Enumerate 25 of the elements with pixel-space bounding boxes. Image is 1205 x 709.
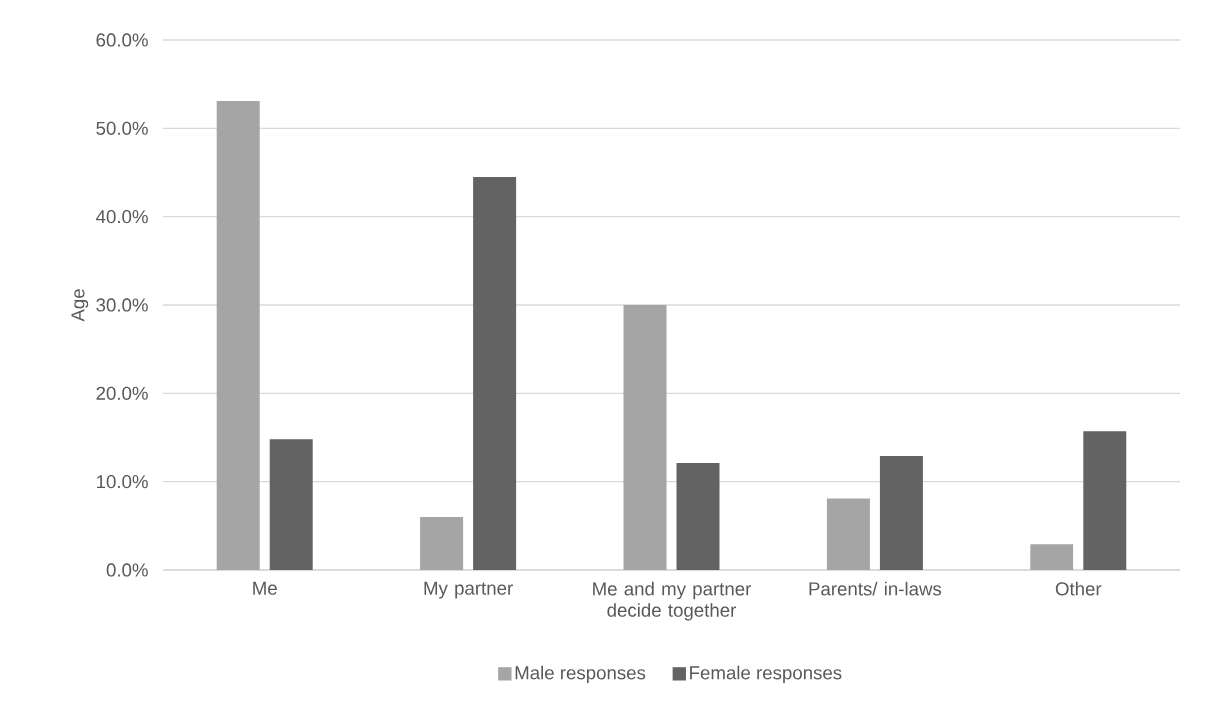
legend-label: Female responses	[690, 665, 842, 684]
y-axis-title: Age	[71, 289, 89, 322]
bar	[1083, 431, 1127, 570]
bar	[420, 516, 464, 570]
x-tick-label: Me	[253, 581, 277, 595]
bar	[879, 456, 923, 570]
y-tick-label: 60.0%	[96, 33, 148, 47]
bar	[676, 463, 720, 570]
x-tick-label: Parents/ in-laws	[809, 581, 942, 596]
y-tick-label: 10.0%	[97, 475, 148, 489]
bar	[826, 498, 870, 570]
y-tick-label: 0.0%	[106, 563, 148, 577]
bar	[623, 304, 667, 570]
legend-label: Male responses	[515, 665, 646, 684]
bar	[216, 100, 260, 570]
y-tick-label: 30.0%	[96, 298, 148, 312]
y-tick-label: 40.0%	[96, 210, 148, 224]
x-tick-label: My partner	[424, 581, 513, 599]
bar	[473, 176, 517, 570]
x-tick-label: Me and my partner decide together	[593, 581, 752, 621]
y-tick-label: 50.0%	[96, 121, 148, 135]
y-tick-label: 20.0%	[96, 386, 148, 400]
bar	[269, 439, 313, 570]
bar	[1030, 544, 1074, 570]
x-tick-label: Other	[1055, 581, 1102, 596]
